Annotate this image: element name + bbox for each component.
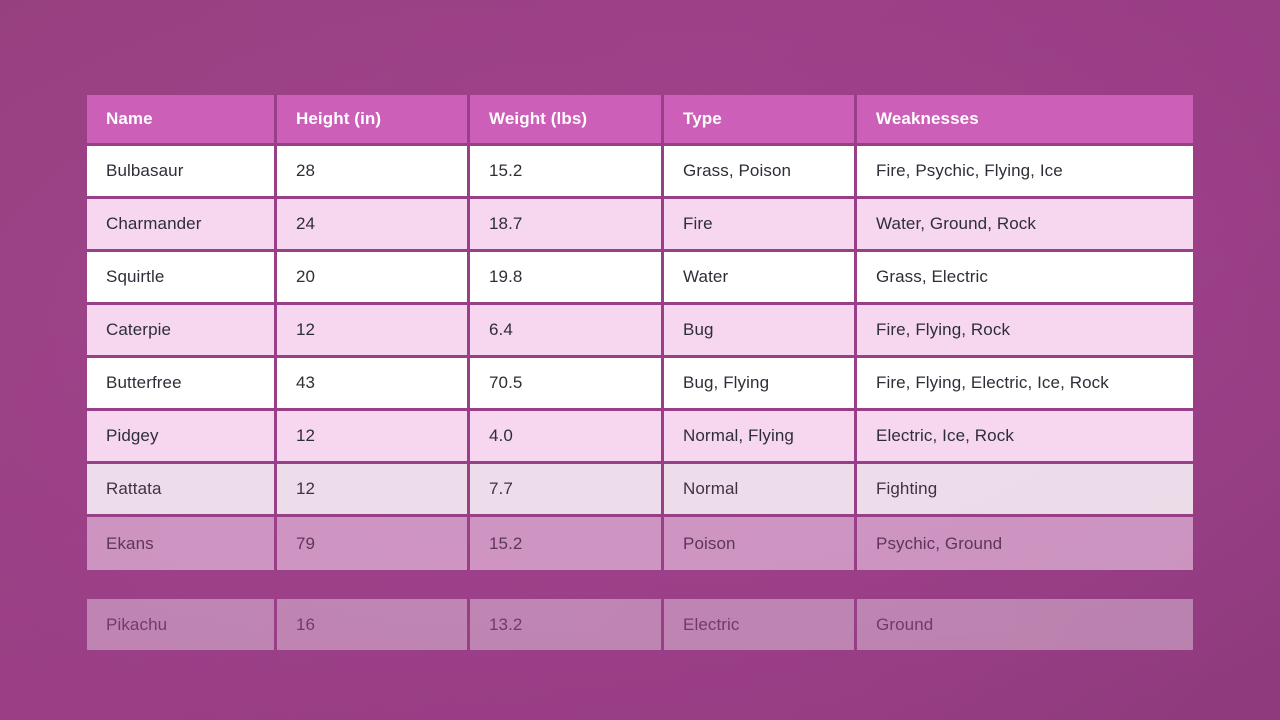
cell-height: 12 (277, 464, 470, 517)
cell-type: Poison (664, 517, 857, 570)
cell-height: 12 (277, 305, 470, 358)
cell-name: Rattata (87, 464, 277, 517)
incoming-table-row: Pikachu 16 13.2 Electric Ground (87, 599, 1193, 650)
cell-weaknesses: Grass, Electric (857, 252, 1193, 305)
pokemon-data-table: Name Height (in) Weight (lbs) Type Weakn… (87, 95, 1193, 570)
cell-weaknesses: Fighting (857, 464, 1193, 517)
cell-name: Charmander (87, 199, 277, 252)
cell-type: Water (664, 252, 857, 305)
cell-height: 28 (277, 146, 470, 199)
cell-type: Electric (664, 599, 857, 650)
table-row[interactable]: Butterfree 43 70.5 Bug, Flying Fire, Fly… (87, 358, 1193, 411)
cell-height: 16 (277, 599, 470, 650)
cell-height: 24 (277, 199, 470, 252)
cell-name: Pidgey (87, 411, 277, 464)
cell-name: Bulbasaur (87, 146, 277, 199)
cell-name: Squirtle (87, 252, 277, 305)
cell-name: Caterpie (87, 305, 277, 358)
table-row[interactable]: Caterpie 12 6.4 Bug Fire, Flying, Rock (87, 305, 1193, 358)
cell-type: Bug (664, 305, 857, 358)
cell-name: Butterfree (87, 358, 277, 411)
cell-type: Normal (664, 464, 857, 517)
data-grid: Name Height (in) Weight (lbs) Type Weakn… (87, 95, 1193, 570)
table-row[interactable]: Squirtle 20 19.8 Water Grass, Electric (87, 252, 1193, 305)
cell-weight: 13.2 (470, 599, 664, 650)
column-header-height[interactable]: Height (in) (277, 95, 470, 146)
column-header-weaknesses[interactable]: Weaknesses (857, 95, 1193, 146)
cell-weaknesses: Fire, Psychic, Flying, Ice (857, 146, 1193, 199)
cell-weaknesses: Psychic, Ground (857, 517, 1193, 570)
cell-weight: 70.5 (470, 358, 664, 411)
table-row[interactable]: Bulbasaur 28 15.2 Grass, Poison Fire, Ps… (87, 146, 1193, 199)
cell-weaknesses: Water, Ground, Rock (857, 199, 1193, 252)
column-header-type[interactable]: Type (664, 95, 857, 146)
cell-type: Normal, Flying (664, 411, 857, 464)
cell-type: Grass, Poison (664, 146, 857, 199)
cell-height: 12 (277, 411, 470, 464)
cell-height: 79 (277, 517, 470, 570)
table-row[interactable]: Pikachu 16 13.2 Electric Ground (87, 599, 1193, 650)
table-row[interactable]: Rattata 12 7.7 Normal Fighting (87, 464, 1193, 517)
cell-name: Ekans (87, 517, 277, 570)
cell-weight: 4.0 (470, 411, 664, 464)
table-row[interactable]: Ekans 79 15.2 Poison Psychic, Ground (87, 517, 1193, 570)
table-row[interactable]: Charmander 24 18.7 Fire Water, Ground, R… (87, 199, 1193, 252)
cell-weight: 15.2 (470, 517, 664, 570)
cell-weight: 7.7 (470, 464, 664, 517)
data-grid-incoming: Pikachu 16 13.2 Electric Ground (87, 599, 1193, 650)
table-body: Bulbasaur 28 15.2 Grass, Poison Fire, Ps… (87, 146, 1193, 570)
cell-weaknesses: Ground (857, 599, 1193, 650)
cell-name: Pikachu (87, 599, 277, 650)
header-row: Name Height (in) Weight (lbs) Type Weakn… (87, 95, 1193, 146)
cell-weaknesses: Electric, Ice, Rock (857, 411, 1193, 464)
table-header: Name Height (in) Weight (lbs) Type Weakn… (87, 95, 1193, 146)
column-header-weight[interactable]: Weight (lbs) (470, 95, 664, 146)
cell-height: 43 (277, 358, 470, 411)
cell-weight: 19.8 (470, 252, 664, 305)
cell-type: Fire (664, 199, 857, 252)
column-header-name[interactable]: Name (87, 95, 277, 146)
cell-type: Bug, Flying (664, 358, 857, 411)
cell-weight: 6.4 (470, 305, 664, 358)
table-row[interactable]: Pidgey 12 4.0 Normal, Flying Electric, I… (87, 411, 1193, 464)
cell-weaknesses: Fire, Flying, Rock (857, 305, 1193, 358)
cell-weight: 18.7 (470, 199, 664, 252)
cell-weight: 15.2 (470, 146, 664, 199)
cell-height: 20 (277, 252, 470, 305)
cell-weaknesses: Fire, Flying, Electric, Ice, Rock (857, 358, 1193, 411)
